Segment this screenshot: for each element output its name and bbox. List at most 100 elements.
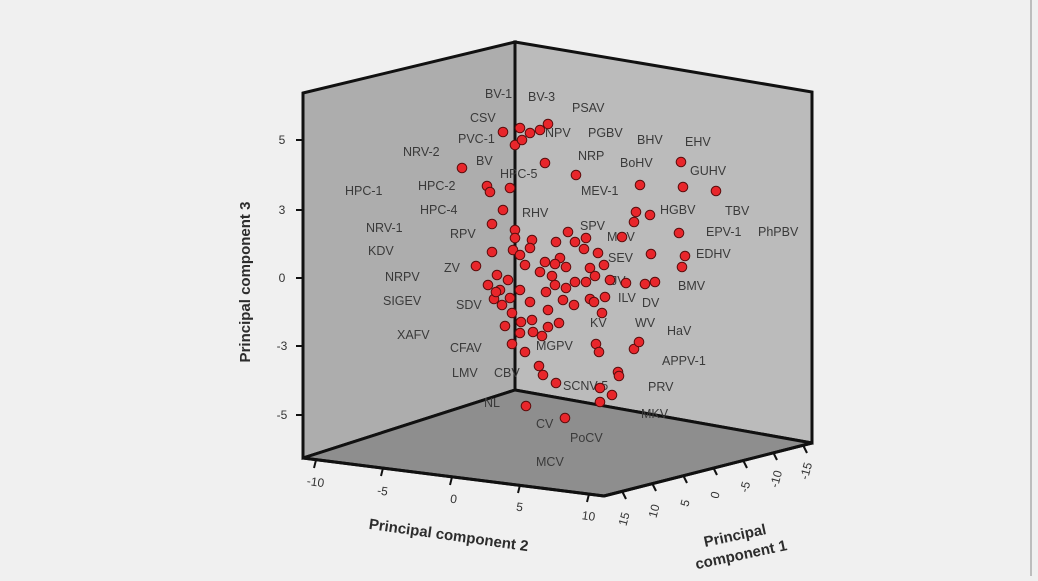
front-edge-left	[302, 456, 605, 498]
data-point	[516, 134, 528, 146]
data-point	[456, 162, 468, 174]
point-label: LMV	[452, 366, 478, 380]
point-label: MKV	[641, 407, 669, 421]
data-point	[677, 181, 689, 193]
page-border	[1030, 0, 1032, 576]
data-point	[537, 369, 549, 381]
data-point	[639, 278, 651, 290]
data-point	[613, 370, 625, 382]
x-tick-label: -15	[797, 460, 815, 481]
point-label: APPV-1	[662, 354, 706, 368]
data-point	[549, 279, 561, 291]
z-axis-title: Principal component 3	[237, 202, 254, 363]
x-tick-label: 10	[646, 502, 663, 519]
data-point	[620, 277, 632, 289]
point-label: SIGEV	[383, 294, 422, 308]
point-label: HaV	[667, 324, 692, 338]
point-label: NRPV	[385, 270, 420, 284]
data-point	[584, 262, 596, 274]
data-point	[570, 169, 582, 181]
y-tick-label: 10	[581, 508, 596, 524]
data-point	[534, 124, 546, 136]
data-point	[569, 276, 581, 288]
point-label: PhPBV	[758, 225, 799, 239]
point-label: KV	[590, 316, 607, 330]
data-point	[504, 182, 516, 194]
data-point	[526, 314, 538, 326]
point-label: WV	[635, 316, 656, 330]
data-point	[580, 232, 592, 244]
z-tick-label: 5	[279, 133, 286, 147]
data-point	[482, 279, 494, 291]
point-label: NRV-1	[366, 221, 403, 235]
x-tick-label: 5	[678, 498, 693, 508]
point-label: PRV	[648, 380, 674, 394]
point-label: HGBV	[660, 203, 696, 217]
point-label: GUHV	[690, 164, 727, 178]
data-point	[524, 242, 536, 254]
point-label: CBV	[494, 366, 520, 380]
data-point	[569, 236, 581, 248]
point-label: NL	[484, 396, 500, 410]
data-points	[456, 118, 722, 424]
data-point	[634, 179, 646, 191]
data-point	[550, 236, 562, 248]
point-label: HPC-4	[420, 203, 458, 217]
data-point	[514, 249, 526, 261]
point-label: EHV	[685, 135, 711, 149]
point-label: MEV-1	[581, 184, 619, 198]
point-label: XAFV	[397, 328, 430, 342]
data-point	[596, 307, 608, 319]
data-point	[506, 338, 518, 350]
data-point	[542, 304, 554, 316]
data-point	[557, 294, 569, 306]
data-point	[524, 296, 536, 308]
x-tick-label: -10	[767, 468, 785, 489]
data-point	[520, 400, 532, 412]
data-point	[578, 243, 590, 255]
point-label: SPV	[580, 219, 606, 233]
data-point	[486, 218, 498, 230]
data-point	[549, 258, 561, 270]
point-label: BoHV	[620, 156, 653, 170]
point-label: PGBV	[588, 126, 623, 140]
data-point	[502, 274, 514, 286]
y-tick-label: 5	[515, 500, 524, 515]
data-point	[491, 269, 503, 281]
z-tick-label: -3	[277, 339, 288, 353]
data-point	[594, 382, 606, 394]
data-point	[560, 282, 572, 294]
point-label: ILV	[618, 291, 636, 305]
point-label: PSAV	[572, 101, 605, 115]
y-tick-label: 0	[449, 492, 458, 507]
data-point	[599, 291, 611, 303]
data-point	[542, 321, 554, 333]
data-point	[589, 270, 601, 282]
point-label: NPV	[545, 126, 571, 140]
data-point	[630, 206, 642, 218]
data-point	[633, 336, 645, 348]
y-tick-label: -5	[376, 483, 389, 498]
data-point	[580, 276, 592, 288]
data-point	[559, 412, 571, 424]
point-label: EPV-1	[706, 225, 741, 239]
data-point	[519, 346, 531, 358]
data-point	[504, 292, 516, 304]
point-label: PVC-1	[458, 132, 495, 146]
point-label: CSV	[470, 111, 496, 125]
z-tick-label: -5	[277, 408, 288, 422]
point-label: NRP	[578, 149, 604, 163]
data-point	[598, 259, 610, 271]
x-axis-title: Principal component 1	[690, 518, 789, 574]
point-label: SDV	[456, 298, 482, 312]
data-point	[514, 122, 526, 134]
data-point	[553, 317, 565, 329]
point-label: BV-3	[528, 90, 555, 104]
data-point	[539, 157, 551, 169]
data-point	[497, 204, 509, 216]
data-point	[542, 118, 554, 130]
data-point	[496, 299, 508, 311]
data-point	[673, 227, 685, 239]
point-label: HPC-5	[500, 167, 538, 181]
